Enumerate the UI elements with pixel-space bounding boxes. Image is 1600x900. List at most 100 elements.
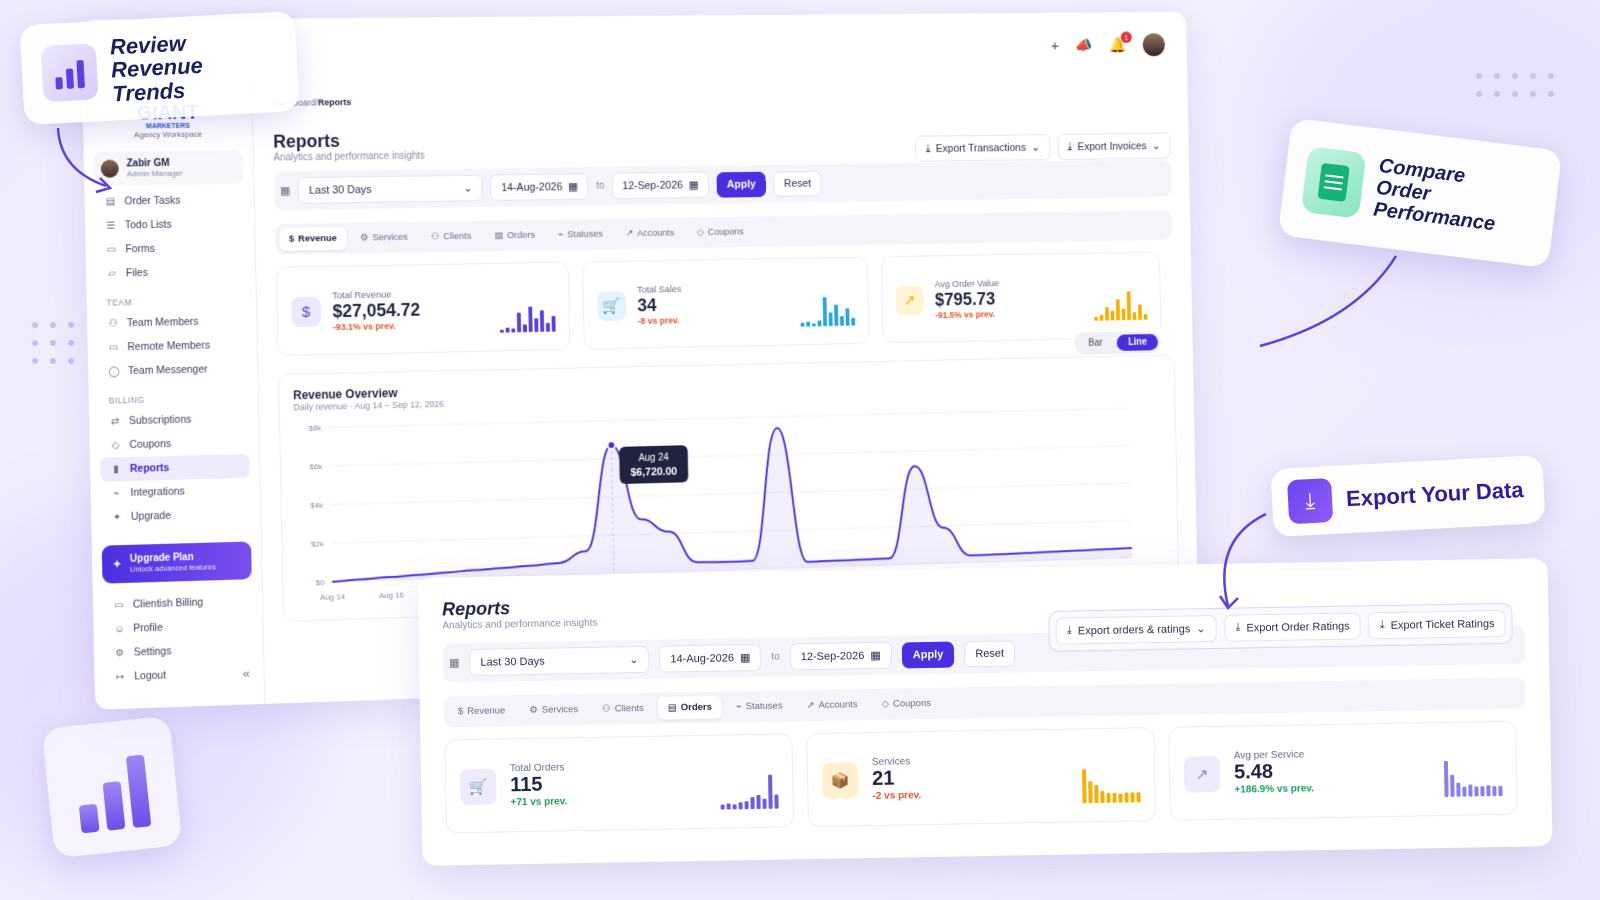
y-tick-label: $4k [310,501,323,510]
sidebar-item-remote-members[interactable]: ▭ Remote Members [97,333,247,360]
filter-bar: ▦ Last 30 Days ⌄ 14-Aug-2026 ▦ to 12-Sep-2… [274,159,1172,210]
orders-stat-card-services: 📦 Services 21 -2 vs prev. [806,727,1156,827]
sparkline [499,306,555,333]
tab-accounts[interactable]: ↗ Accounts [796,693,867,717]
toggle-bar[interactable]: Bar [1077,335,1114,352]
date-from-input[interactable]: 14-Aug-2026 ▦ [490,173,589,201]
data-point-highlight [607,441,615,449]
tab-orders[interactable]: ▤ Orders [485,224,545,248]
tab-clients[interactable]: ⚇ Clients [592,697,654,721]
chat-icon: ◯ [108,366,120,377]
stat-value: 115 [510,773,567,797]
date-to-input[interactable]: 12-Sep-2026 ▦ [612,171,710,199]
tab-revenue[interactable]: $ Revenue [279,227,347,251]
orders-date-to-input[interactable]: 12-Sep-2026 ▦ [790,642,892,671]
orders-apply-button[interactable]: Apply [902,641,955,668]
nav-team: ⚇ Team Members ▭ Remote Members ◯ Team Messen… [97,309,248,384]
orders-date-range-select[interactable]: Last 30 Days ⌄ [469,646,649,676]
chevron-down-icon: ⌄ [1152,139,1161,152]
tab-services[interactable]: ⚙ Services [350,226,418,250]
toggle-line[interactable]: Line [1117,334,1158,351]
stat-icon: $ [291,297,321,327]
export-invoices-button[interactable]: ⤓ Export Invoices ⌄ [1057,133,1171,160]
calendar-icon: ▦ [568,180,578,193]
stat-card-avg-order-value: ↗ Avg Order Value $795.73 -91.5% vs prev. [881,251,1162,343]
export-orders-ratings-button[interactable]: ⤓ Export orders & ratings ⌄ [1056,615,1217,645]
stat-value: 5.48 [1234,760,1314,784]
stat-delta: -2 vs prev. [872,790,921,802]
download-icon: ⤓ [926,142,931,155]
tab-services[interactable]: ⚙ Services [519,698,588,722]
sidebar-item-forms[interactable]: ▭ Forms [95,235,245,261]
stat-card-total-sales: 🛒 Total Sales 34 -8 vs prev. [582,257,869,350]
reset-button[interactable]: Reset [773,170,821,196]
stat-icon: 🛒 [460,768,497,805]
tab-statuses[interactable]: ⌁ Statuses [726,694,793,718]
collapse-sidebar-icon[interactable]: « [243,666,250,681]
stat-label: Services [872,756,921,768]
tab-statuses[interactable]: ⌁ Statuses [548,223,612,247]
orders-date-from-input[interactable]: 14-Aug-2026 ▦ [659,644,761,673]
monitor-icon: ▭ [107,342,119,353]
y-tick-label: $8k [309,424,322,433]
logout-icon: ↦ [114,671,126,682]
chevron-down-icon: ⌄ [463,182,472,195]
callout-compare-text: Compare Order Performance [1372,155,1539,240]
sidebar-item-team-messenger[interactable]: ◯ Team Messenger [98,357,248,384]
export-transactions-button[interactable]: ⤓ Export Transactions ⌄ [915,134,1050,162]
tooltip-value: $6,720.00 [630,466,677,479]
tab-accounts[interactable]: ↗ Accounts [616,222,684,246]
tab-icon: ⚇ [602,704,611,715]
callout-review-revenue: Review Revenue Trends [20,11,300,125]
stat-icon: 🛒 [597,291,626,321]
bar-chart-icon: ▮ [110,464,122,475]
arrow-compare [1256,250,1416,360]
apply-button[interactable]: Apply [716,171,766,197]
decor-bar-icon [42,716,183,859]
tooltip-date: Aug 24 [638,452,669,464]
sparkline [1094,291,1148,321]
sidebar-item-label: Coupons [129,438,171,451]
megaphone-icon[interactable]: 📣 [1075,37,1093,54]
profile-avatar[interactable] [1143,33,1165,56]
users-icon: ⚇ [107,318,119,329]
stat-value: $27,054.72 [332,300,420,322]
sidebar-item-label: Files [126,267,148,279]
bar-chart-icon [41,43,99,102]
sidebar-item-label: Forms [125,243,155,255]
sidebar-item-todo-lists[interactable]: ☰ Todo Lists [95,212,245,238]
date-range-select[interactable]: Last 30 Days ⌄ [298,175,483,204]
plus-icon[interactable]: + [1051,37,1059,53]
sidebar-item-upgrade[interactable]: ✦ Upgrade [101,502,251,530]
tab-clients[interactable]: ⚇ Clients [421,225,481,249]
callout-export-text: Export Your Data [1345,477,1524,512]
tag-icon: ◇ [109,440,121,451]
orders-stat-card-total-orders: 🛒 Total Orders 115 +71 vs prev. [444,733,794,833]
tab-revenue[interactable]: $ Revenue [448,699,516,723]
sidebar-item-label: Subscriptions [129,414,192,427]
tab-orders[interactable]: ▤ Orders [658,696,723,720]
sidebar-item-label: Todo Lists [125,219,172,232]
callout-review-text: Review Revenue Trends [109,27,278,105]
nav-section-billing: BILLING [109,393,239,406]
to-label: to [596,181,604,192]
bell-icon[interactable]: 🔔 1 [1109,36,1126,53]
sidebar-item-subscriptions[interactable]: ⇄ Subscriptions [99,406,249,433]
calendar-icon: ▦ [740,651,751,664]
orders-reset-button[interactable]: Reset [964,640,1015,667]
series-area [329,420,1132,582]
stat-delta: +186.9% vs prev. [1234,783,1314,795]
export-ticket-ratings-button[interactable]: ⤓ Export Ticket Ratings [1369,610,1506,639]
stat-value: 34 [637,295,682,316]
download-icon: ⤓ [1235,622,1240,635]
y-tick-label: $2k [311,539,324,548]
tab-coupons[interactable]: ◇ Coupons [871,692,941,716]
sidebar-item-files[interactable]: ▱ Files [96,259,246,286]
nav-section-team: TEAM [107,295,237,307]
upgrade-plan-button[interactable]: ✦ Upgrade Plan Unlock advanced features [102,541,252,583]
download-icon: ⤓ [1067,141,1072,154]
tab-coupons[interactable]: ◇ Coupons [687,221,753,244]
sidebar-item-team-members[interactable]: ⚇ Team Members [97,309,247,336]
sidebar-item-logout[interactable]: ↦ Logout [104,661,254,690]
x-tick-label: Aug 14 [320,592,345,602]
